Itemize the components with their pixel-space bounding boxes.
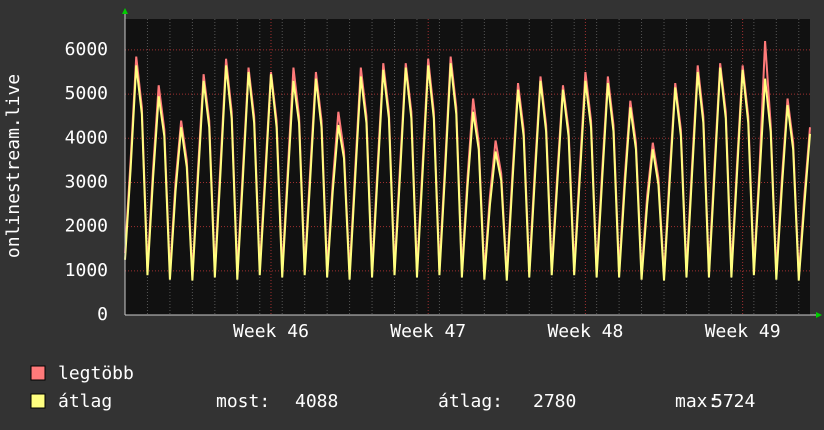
x-tick-label: Week 49 xyxy=(705,321,781,342)
stat-value: 5724 xyxy=(712,391,755,412)
y-tick-label: 4000 xyxy=(65,127,108,148)
x-tick-label: Week 48 xyxy=(547,321,623,342)
y-tick-label: 5000 xyxy=(65,83,108,104)
stat-label: most: xyxy=(216,391,270,412)
legend-label: átlag xyxy=(58,391,112,412)
y-tick-label: 0 xyxy=(97,304,108,325)
stat-value: 4088 xyxy=(295,391,338,412)
y-tick-label: 2000 xyxy=(65,216,108,237)
stat-label: átlag: xyxy=(438,391,503,412)
legend-label: legtöbb xyxy=(58,363,134,384)
x-tick-label: Week 46 xyxy=(233,321,309,342)
x-tick-label: Week 47 xyxy=(390,321,466,342)
y-tick-label: 3000 xyxy=(65,171,108,192)
y-arrow xyxy=(122,8,128,14)
plot xyxy=(124,19,811,316)
x-arrow xyxy=(816,312,822,318)
y-tick-label: 1000 xyxy=(65,260,108,281)
legend-swatch xyxy=(30,365,46,381)
stat-label: max: xyxy=(675,391,718,412)
y-tick-label: 6000 xyxy=(65,39,108,60)
legend-swatch xyxy=(30,393,46,409)
series-line xyxy=(124,63,811,281)
stat-value: 2780 xyxy=(533,391,576,412)
y-axis-label: onlinestream.live xyxy=(3,74,24,258)
